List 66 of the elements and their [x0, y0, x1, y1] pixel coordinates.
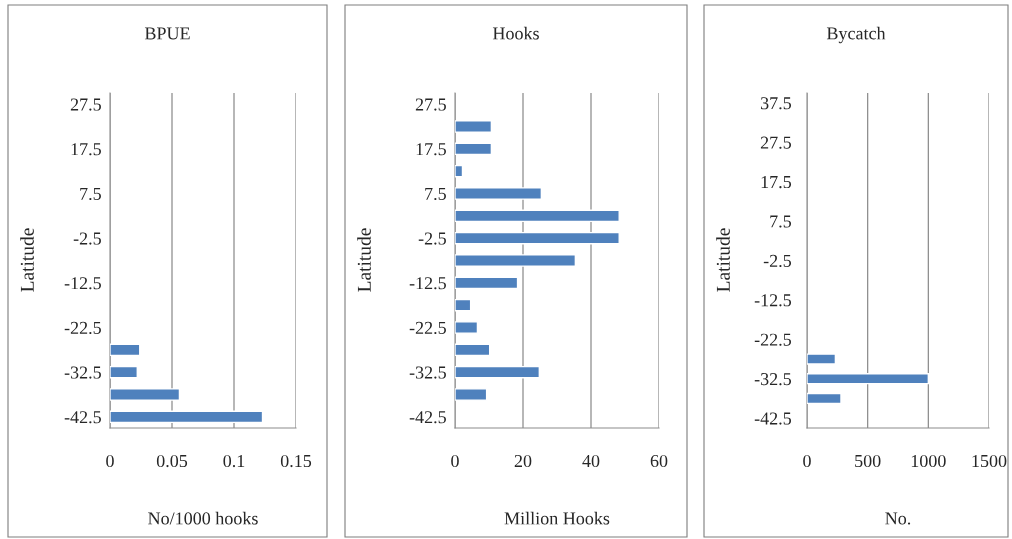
bar [110, 388, 181, 401]
y-tick-label: -42.5 [754, 412, 792, 425]
y-tick-label: -42.5 [409, 411, 446, 424]
bar [110, 365, 138, 379]
bar [455, 120, 493, 133]
y-tick-label: 17.5 [71, 143, 101, 156]
y-axis-title: Latitude [357, 228, 371, 292]
chart-title: BPUE [144, 27, 190, 40]
bar [455, 142, 493, 156]
y-tick-label: -2.5 [418, 232, 446, 245]
y-tick-label: 27.5 [760, 136, 792, 149]
y-tick-label: -12.5 [64, 277, 101, 290]
bar [455, 254, 577, 267]
x-tick-label: 0 [451, 454, 459, 468]
x-axis-title: No. [885, 512, 911, 525]
bar [455, 343, 491, 357]
y-tick-label: -22.5 [64, 321, 101, 335]
y-axis-title: Latitude [716, 228, 730, 292]
x-axis-title: Million Hooks [504, 511, 610, 525]
y-tick-label: 37.5 [760, 97, 792, 110]
y-tick-label: -42.5 [64, 411, 101, 424]
bar [455, 298, 472, 312]
bar [455, 388, 488, 401]
y-tick-label: 27.5 [415, 98, 446, 111]
bar [455, 164, 464, 178]
y-tick-label: 17.5 [416, 143, 446, 156]
bar [807, 353, 837, 365]
x-tick-label: 0.1 [223, 454, 245, 468]
chart-title: Bycatch [826, 26, 886, 44]
bar [455, 365, 541, 379]
x-tick-label: 20 [514, 454, 532, 468]
bar [110, 343, 141, 357]
x-tick-label: 1000 [911, 454, 946, 468]
y-tick-label: 17.5 [761, 176, 792, 189]
y-tick-label: -2.5 [73, 232, 101, 245]
bar [110, 410, 264, 424]
y-axis-title: Latitude [20, 228, 34, 292]
bar [807, 392, 842, 405]
bar [455, 321, 479, 334]
x-axis-title: No/1000 hooks [148, 511, 258, 525]
y-tick-label: -2.5 [763, 254, 792, 268]
x-tick-label: 60 [650, 454, 668, 468]
x-tick-label: 0.15 [280, 454, 312, 468]
y-tick-label: -22.5 [409, 321, 446, 335]
x-tick-label: 1500 [972, 454, 1007, 468]
x-tick-label: 500 [855, 454, 881, 468]
bar [455, 209, 620, 223]
y-tick-label: -22.5 [754, 333, 792, 346]
y-tick-label: 27.5 [70, 98, 101, 111]
y-tick-label: 7.5 [80, 187, 101, 201]
x-tick-label: 0 [106, 454, 114, 468]
chart-title: Hooks [492, 26, 539, 40]
x-tick-label: 0 [803, 454, 811, 468]
bar [455, 276, 519, 290]
y-tick-label: -12.5 [754, 294, 792, 307]
y-tick-label: -32.5 [754, 373, 792, 386]
y-tick-label: -32.5 [409, 366, 446, 379]
x-tick-label: 0.05 [156, 454, 188, 468]
bar [455, 231, 620, 245]
y-tick-label: -12.5 [409, 277, 446, 290]
y-tick-label: 7.5 [770, 215, 792, 228]
x-tick-label: 40 [582, 454, 600, 468]
y-tick-label: -32.5 [64, 366, 101, 379]
bar [807, 373, 930, 385]
y-tick-label: 7.5 [425, 187, 446, 201]
bar [455, 187, 543, 200]
